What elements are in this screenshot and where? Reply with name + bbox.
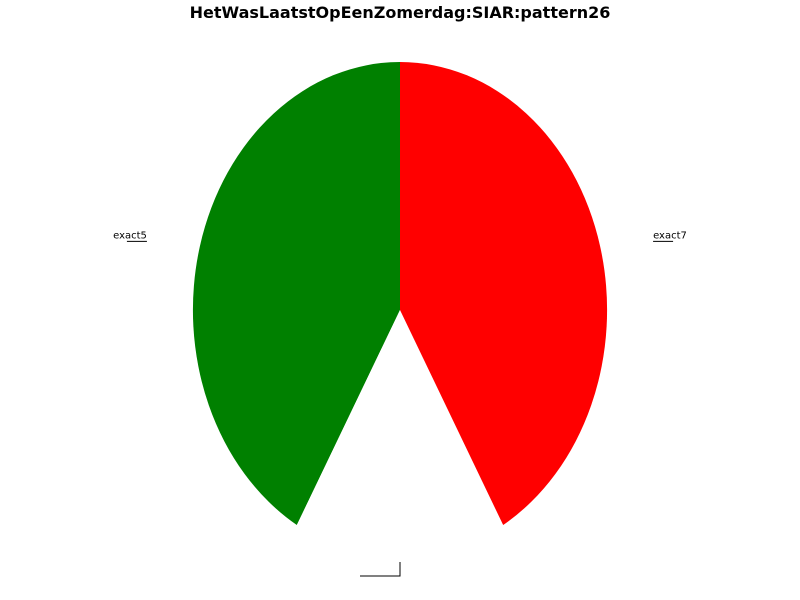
chart-title: HetWasLaatstOpEenZomerdag:SIAR:pattern26 [189, 3, 611, 22]
pie-slice-label: exact5 [113, 230, 147, 241]
pie-slice-exact5 [192, 62, 400, 526]
pie-slice-exact7 [400, 62, 608, 526]
pie-slice-unlabeled-1 [296, 310, 504, 558]
pie-label-leader-line [360, 562, 401, 577]
pie-slice-label: exact7 [653, 230, 687, 241]
